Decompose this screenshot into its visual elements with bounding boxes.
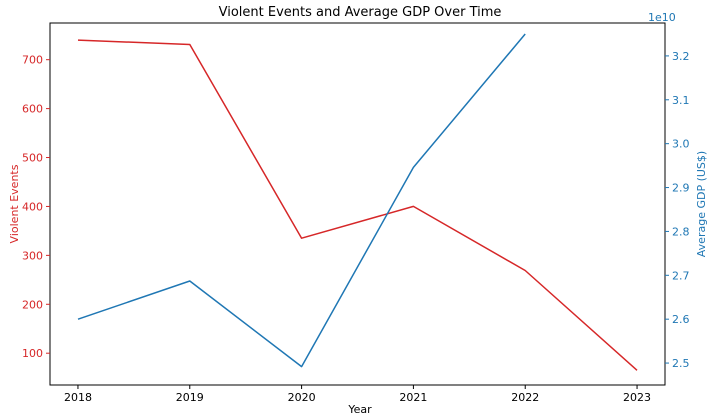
right-tick-label: 3.2 — [672, 50, 690, 63]
x-axis: 2018 2019 2020 2021 2022 2023 — [64, 385, 651, 404]
x-tick-label: 2021 — [399, 391, 427, 404]
violent-events-line — [77, 39, 638, 371]
right-tick-label: 3.0 — [672, 138, 690, 151]
left-y-axis-label: Violent Events — [8, 164, 21, 243]
chart-title: Violent Events and Average GDP Over Time — [219, 5, 502, 20]
x-tick-label: 2020 — [288, 391, 316, 404]
left-tick-label: 300 — [22, 249, 43, 262]
right-axis-offset-text: 1e10 — [648, 11, 676, 24]
right-tick-label: 2.5 — [672, 357, 690, 370]
left-tick-label: 400 — [22, 200, 43, 213]
x-tick-label: 2018 — [64, 391, 92, 404]
right-y-axis: 2.5 2.6 2.7 2.8 2.9 3.0 3.1 3.2 — [665, 50, 690, 370]
left-tick-label: 600 — [22, 103, 43, 116]
right-y-axis-label: Average GDP (US$) — [695, 151, 708, 257]
x-tick-label: 2022 — [511, 391, 539, 404]
left-tick-label: 200 — [22, 298, 43, 311]
x-tick-label: 2023 — [623, 391, 651, 404]
left-tick-label: 700 — [22, 54, 43, 67]
right-tick-label: 3.1 — [672, 94, 690, 107]
left-y-axis: 100 200 300 400 500 600 700 — [22, 54, 50, 360]
right-tick-label: 2.8 — [672, 225, 690, 238]
left-tick-label: 100 — [22, 347, 43, 360]
left-tick-label: 500 — [22, 152, 43, 165]
series-group — [77, 33, 638, 371]
right-tick-label: 2.6 — [672, 313, 690, 326]
right-tick-label: 2.9 — [672, 182, 690, 195]
x-axis-label: Year — [347, 403, 372, 416]
average-gdp-line — [77, 33, 526, 368]
plot-frame — [49, 22, 666, 386]
right-tick-label: 2.7 — [672, 269, 690, 282]
x-tick-label: 2019 — [176, 391, 204, 404]
